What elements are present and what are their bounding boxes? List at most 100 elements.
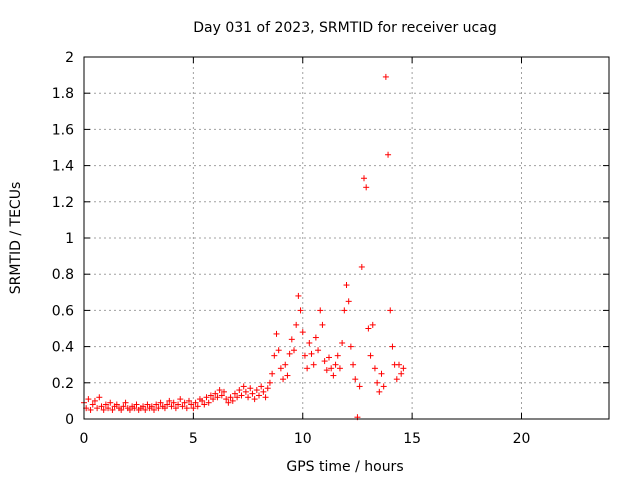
- data-point: [207, 392, 214, 399]
- data-point: [347, 343, 354, 350]
- y-tick-label: 0.4: [52, 340, 74, 356]
- data-point: [177, 396, 184, 403]
- data-point: [183, 405, 190, 412]
- data-point: [91, 397, 98, 404]
- data-point: [308, 350, 315, 357]
- data-point: [245, 394, 252, 401]
- data-point: [280, 376, 287, 383]
- data-point: [231, 390, 238, 397]
- y-tick-label: 1.4: [52, 159, 74, 175]
- data-point: [291, 347, 297, 354]
- data-point: [269, 370, 276, 377]
- y-tick-label: 0: [65, 412, 74, 428]
- data-point: [181, 399, 188, 406]
- data-point: [341, 307, 348, 314]
- data-point: [210, 396, 217, 403]
- y-tick-label: 2: [65, 50, 74, 66]
- y-tick-label: 0.2: [52, 376, 74, 392]
- data-point: [186, 397, 192, 404]
- data-point: [312, 334, 319, 341]
- data-point: [142, 406, 149, 413]
- data-point: [332, 361, 339, 368]
- data-point: [240, 383, 247, 390]
- data-point: [271, 352, 278, 359]
- data-point: [122, 399, 129, 406]
- data-point: [201, 401, 208, 408]
- data-point: [256, 392, 262, 399]
- data-point: [170, 399, 177, 406]
- data-point: [356, 383, 363, 390]
- data-point: [216, 387, 223, 394]
- data-point: [179, 403, 186, 410]
- data-point: [288, 336, 295, 343]
- data-point: [258, 383, 265, 390]
- y-tick-label: 0.8: [52, 267, 74, 283]
- data-point: [385, 151, 392, 158]
- data-point: [144, 401, 151, 408]
- data-point: [109, 406, 116, 413]
- data-point: [102, 401, 109, 408]
- y-axis-label: SRMTID / TECUs: [8, 182, 24, 295]
- data-point: [105, 405, 112, 412]
- data-point: [277, 365, 284, 372]
- data-point: [323, 367, 330, 374]
- data-point: [330, 372, 337, 379]
- data-point: [328, 365, 335, 372]
- data-point: [273, 330, 280, 337]
- y-tick-label: 1: [65, 231, 74, 247]
- data-point: [297, 307, 304, 314]
- data-point: [345, 298, 352, 305]
- data-point: [396, 361, 402, 368]
- data-point: [382, 73, 389, 80]
- data-point: [153, 401, 160, 408]
- data-point: [299, 329, 306, 336]
- data-point: [249, 390, 256, 397]
- data-point: [371, 365, 378, 372]
- y-tick-label: 1.2: [52, 195, 74, 211]
- data-point: [260, 388, 267, 395]
- data-point: [374, 379, 381, 386]
- data-point: [85, 396, 92, 403]
- data-point: [306, 339, 313, 346]
- data-point: [293, 321, 300, 328]
- data-point: [275, 347, 282, 354]
- data-point: [221, 388, 227, 395]
- data-point: [301, 352, 308, 359]
- x-tick-labels: 0 5 10 15 20: [80, 431, 531, 447]
- data-point: [398, 370, 405, 377]
- data-point: [155, 405, 162, 412]
- data-point: [238, 392, 245, 399]
- data-point: [87, 406, 94, 413]
- data-point: [175, 401, 182, 408]
- data-point: [151, 406, 157, 413]
- data-point: [229, 397, 236, 404]
- data-point: [100, 406, 107, 413]
- data-point: [113, 401, 120, 408]
- x-tick-label: 10: [294, 431, 312, 447]
- data-point: [350, 361, 357, 368]
- data-point: [380, 383, 387, 390]
- data-point: [376, 388, 383, 395]
- data-point: [227, 394, 234, 401]
- data-point: [326, 354, 332, 361]
- data-point: [378, 370, 385, 377]
- data-point: [212, 390, 219, 397]
- data-point: [363, 184, 370, 191]
- data-point: [251, 396, 258, 403]
- data-point: [358, 263, 365, 270]
- y-tick-labels: 0 0.2 0.4 0.6 0.8 1 1.2 1.4 1.6 1.8 2: [52, 50, 74, 428]
- data-point: [389, 343, 396, 350]
- data-point: [120, 403, 127, 410]
- data-point: [369, 321, 376, 328]
- data-point: [225, 399, 232, 406]
- data-point: [133, 401, 140, 408]
- data-point: [192, 399, 199, 406]
- data-point: [223, 396, 230, 403]
- data-point: [247, 385, 254, 392]
- data-point: [172, 405, 179, 412]
- x-tick-label: 15: [403, 431, 421, 447]
- data-point: [96, 394, 103, 401]
- data-point: [94, 405, 101, 412]
- data-point: [282, 361, 289, 368]
